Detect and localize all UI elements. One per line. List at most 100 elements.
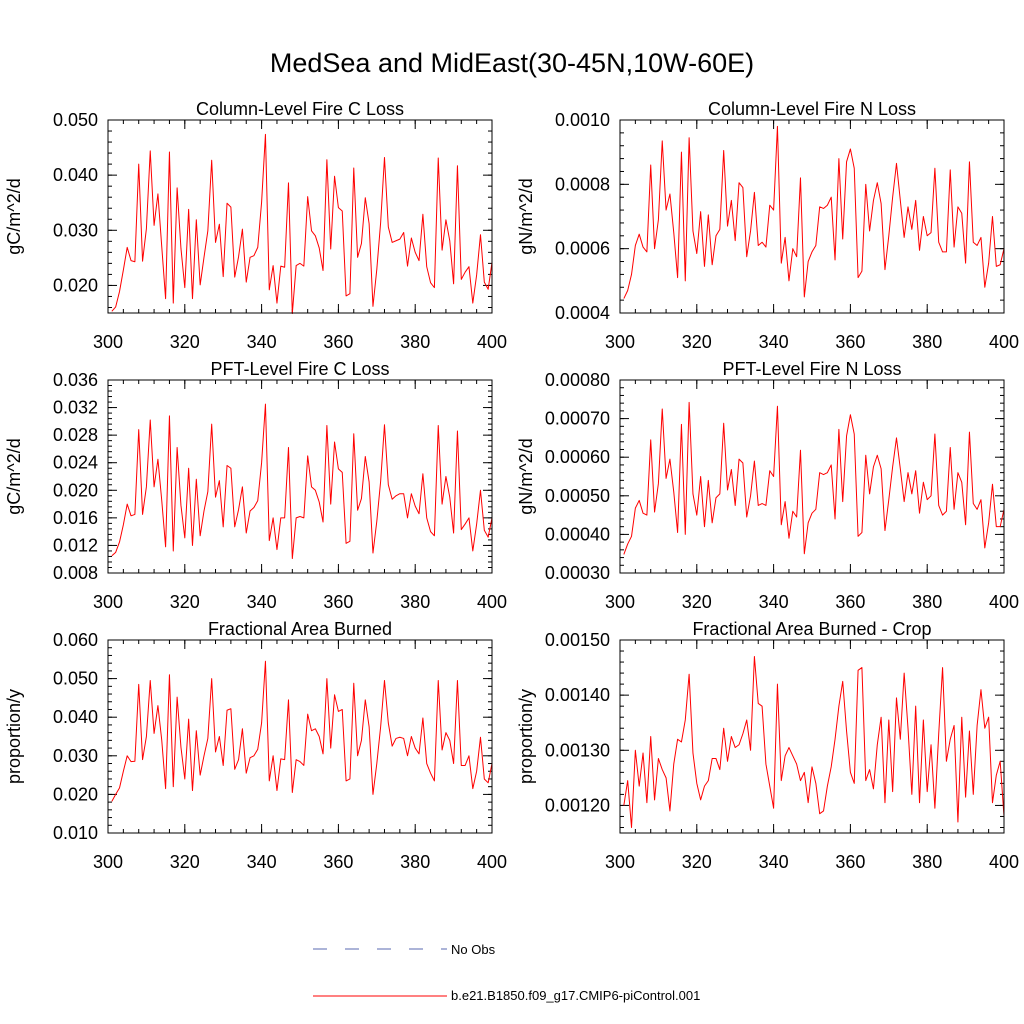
x-tick-label: 380 — [912, 852, 942, 872]
panel-title: PFT-Level Fire C Loss — [210, 359, 389, 379]
plot-frame — [619, 119, 1005, 314]
y-tick-label: 0.030 — [53, 220, 98, 240]
panel-4: PFT-Level Fire N Loss gN/m^2/d 300 320 340 36… — [516, 359, 1019, 612]
x-tick-label: 380 — [400, 852, 430, 872]
x-tick-label: 360 — [323, 332, 353, 352]
y-tick-label: 0.020 — [53, 480, 98, 500]
y-tick-label: 0.040 — [53, 707, 98, 727]
panels: Column-Level Fire C Loss gC/m^2/d 300 320 34… — [4, 99, 1019, 872]
plot-frame — [619, 639, 1005, 834]
x-tick-label: 300 — [93, 592, 123, 612]
y-axis-label: gC/m^2/d — [4, 438, 24, 514]
y-tick-label: 0.040 — [53, 165, 98, 185]
panel-title: Column-Level Fire N Loss — [708, 99, 916, 119]
panel-2: Column-Level Fire N Loss gN/m^2/d 300 320 34… — [516, 99, 1019, 352]
x-tick-label: 300 — [93, 332, 123, 352]
y-axis-label: gN/m^2/d — [516, 178, 536, 254]
y-axis-label: proportion/y — [4, 689, 24, 784]
y-tick-label: 0.00060 — [545, 447, 610, 467]
x-tick-label: 320 — [170, 852, 200, 872]
x-tick-label: 380 — [400, 332, 430, 352]
y-tick-label: 0.0008 — [555, 174, 610, 194]
y-axis-label: gN/m^2/d — [516, 438, 536, 514]
y-tick-label: 0.050 — [53, 669, 98, 689]
panel-3: PFT-Level Fire C Loss gC/m^2/d 300 320 340 36… — [4, 359, 507, 612]
y-tick-label: 0.024 — [53, 453, 98, 473]
y-axis-label: proportion/y — [516, 689, 536, 784]
x-tick-label: 340 — [247, 852, 277, 872]
x-tick-label: 340 — [759, 592, 789, 612]
x-tick-label: 320 — [170, 592, 200, 612]
plot-frame — [107, 379, 493, 574]
y-tick-label: 0.0004 — [555, 303, 610, 323]
y-axis-label: gC/m^2/d — [4, 178, 24, 254]
legend: No Obs b.e21.B1850.f09_g17.CMIP6-piContr… — [313, 942, 700, 1003]
y-tick-label: 0.00140 — [545, 685, 610, 705]
y-tick-label: 0.00080 — [545, 370, 610, 390]
series-line — [623, 125, 1005, 299]
y-tick-label: 0.00070 — [545, 409, 610, 429]
series-line — [111, 660, 493, 802]
y-tick-label: 0.008 — [53, 563, 98, 583]
y-tick-label: 0.012 — [53, 535, 98, 555]
x-tick-label: 340 — [759, 852, 789, 872]
main-title: MedSea and MidEast(30-45N,10W-60E) — [270, 48, 754, 78]
y-tick-label: 0.016 — [53, 508, 98, 528]
x-tick-label: 320 — [682, 852, 712, 872]
y-tick-label: 0.010 — [53, 823, 98, 843]
x-tick-label: 400 — [989, 852, 1019, 872]
y-tick-label: 0.050 — [53, 110, 98, 130]
y-tick-label: 0.032 — [53, 398, 98, 418]
panel-title: Fractional Area Burned - Crop — [692, 619, 931, 639]
x-tick-label: 320 — [682, 332, 712, 352]
y-tick-label: 0.00030 — [545, 563, 610, 583]
x-tick-label: 380 — [400, 592, 430, 612]
x-tick-label: 400 — [477, 592, 507, 612]
y-tick-label: 0.028 — [53, 425, 98, 445]
series-line — [623, 401, 1005, 555]
x-tick-label: 320 — [682, 592, 712, 612]
x-tick-label: 400 — [989, 592, 1019, 612]
x-tick-label: 380 — [912, 332, 942, 352]
panel-title: PFT-Level Fire N Loss — [722, 359, 901, 379]
y-tick-label: 0.00050 — [545, 486, 610, 506]
x-tick-label: 340 — [247, 332, 277, 352]
legend-obs-label: No Obs — [451, 942, 496, 957]
panel-6: Fractional Area Burned - Crop proportion/… — [516, 619, 1019, 872]
panel-title: Column-Level Fire C Loss — [196, 99, 404, 119]
x-tick-label: 300 — [605, 332, 635, 352]
y-tick-label: 0.060 — [53, 630, 98, 650]
x-tick-label: 400 — [477, 332, 507, 352]
y-tick-label: 0.0006 — [555, 239, 610, 259]
x-tick-label: 360 — [835, 592, 865, 612]
y-tick-label: 0.020 — [53, 275, 98, 295]
series-line — [111, 133, 493, 315]
x-tick-label: 300 — [605, 852, 635, 872]
y-tick-label: 0.00040 — [545, 524, 610, 544]
x-tick-label: 340 — [759, 332, 789, 352]
x-tick-label: 360 — [835, 852, 865, 872]
x-tick-label: 400 — [477, 852, 507, 872]
x-tick-label: 300 — [605, 592, 635, 612]
y-tick-label: 0.030 — [53, 746, 98, 766]
panel-1: Column-Level Fire C Loss gC/m^2/d 300 320 34… — [4, 99, 507, 352]
x-tick-label: 380 — [912, 592, 942, 612]
x-tick-label: 360 — [323, 592, 353, 612]
panel-5: Fractional Area Burned proportion/y 300 320… — [4, 619, 507, 872]
plot-frame — [619, 379, 1005, 574]
series-line — [111, 403, 493, 560]
y-tick-label: 0.020 — [53, 784, 98, 804]
series-line — [623, 656, 1005, 828]
plot-frame — [107, 119, 493, 314]
x-tick-label: 360 — [835, 332, 865, 352]
x-tick-label: 400 — [989, 332, 1019, 352]
y-tick-label: 0.036 — [53, 370, 98, 390]
y-tick-label: 0.00120 — [545, 795, 610, 815]
plot-frame — [107, 639, 493, 834]
x-tick-label: 320 — [170, 332, 200, 352]
x-tick-label: 360 — [323, 852, 353, 872]
y-tick-label: 0.0010 — [555, 110, 610, 130]
legend-model-label: b.e21.B1850.f09_g17.CMIP6-piControl.001 — [451, 988, 700, 1003]
x-tick-label: 300 — [93, 852, 123, 872]
